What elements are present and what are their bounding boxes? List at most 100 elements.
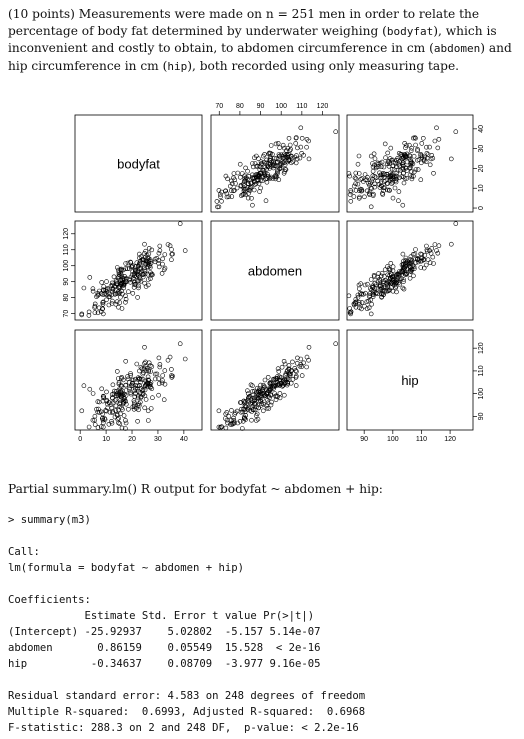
tick-label: 0	[78, 436, 82, 443]
scatter-point	[148, 272, 154, 278]
scatter-point	[250, 202, 255, 208]
scatter-point	[404, 176, 410, 181]
scatter-point	[430, 155, 436, 161]
scatter-point	[127, 277, 132, 283]
scatter-point	[272, 391, 278, 396]
intro-text: ) and hip circumference in cm (	[8, 41, 512, 73]
scatter-point	[277, 153, 282, 159]
scatter-point	[116, 269, 122, 275]
scatter-point	[270, 163, 276, 169]
scatter-point	[356, 299, 362, 305]
scatter-point	[260, 408, 266, 414]
scatter-point	[359, 306, 364, 312]
scatter-point	[388, 170, 393, 176]
scatter-point	[286, 377, 292, 382]
scatter-point	[420, 136, 426, 141]
tick-label: 100	[387, 436, 399, 443]
scatter-point	[403, 166, 409, 171]
scatter-point	[169, 257, 174, 263]
scatter-point	[140, 257, 146, 262]
scatter-point	[275, 141, 281, 146]
scatter-point	[96, 305, 102, 311]
scatter-point	[369, 301, 375, 307]
scatter-point	[347, 192, 353, 197]
scatter-point	[268, 143, 274, 148]
scatter-point	[117, 272, 123, 278]
scatter-point	[396, 272, 402, 278]
r-command: > summary(m3)	[8, 514, 91, 526]
scatter-point	[92, 417, 97, 423]
scatter-point	[108, 402, 114, 407]
scatter-point	[237, 161, 243, 167]
scatter-point	[272, 384, 278, 389]
scatter-point	[412, 251, 418, 257]
tick-label: 110	[478, 365, 485, 376]
scatter-point	[135, 402, 140, 408]
panel-frame	[74, 329, 203, 431]
scatter-point	[261, 172, 267, 177]
scatter-point	[128, 279, 133, 285]
scatter-point	[424, 151, 430, 156]
diagonal-label-hip: hip	[401, 373, 418, 388]
scatter-point	[94, 406, 99, 412]
scatter-point	[421, 265, 427, 271]
scatter-point	[448, 156, 454, 162]
scatter-point	[419, 153, 425, 159]
call-label: Call:	[8, 546, 40, 558]
scatter-point	[243, 186, 248, 192]
scatter-point	[399, 152, 404, 157]
scatter-point	[252, 407, 258, 413]
scatter-point	[427, 260, 433, 266]
tick-label: 30	[154, 436, 162, 443]
scatter-point	[146, 368, 151, 373]
call-formula: lm(formula = bodyfat ~ abdomen + hip)	[8, 562, 244, 574]
scatter-point	[127, 385, 132, 391]
scatter-point	[231, 171, 237, 176]
scatter-point	[431, 261, 436, 266]
scatter-point	[389, 274, 395, 280]
scatter-point	[407, 275, 413, 281]
scatter-point	[146, 418, 151, 423]
scatter-point	[404, 168, 410, 173]
scatter-point	[400, 156, 405, 161]
scatter-point	[124, 401, 129, 407]
scatter-point	[370, 176, 375, 182]
scatter-point	[86, 313, 92, 318]
scatter-point	[245, 388, 250, 394]
scatter-point	[346, 171, 352, 176]
scatter-point	[143, 368, 149, 373]
scatter-point	[95, 310, 101, 316]
scatter-point	[123, 261, 128, 266]
scatter-point	[162, 252, 168, 257]
scatter-point	[104, 292, 109, 298]
panel-frame	[346, 220, 474, 321]
scatter-point	[137, 403, 142, 408]
scatter-point	[116, 381, 122, 387]
panel-frame	[210, 220, 340, 321]
scatter-point	[99, 280, 104, 285]
scatter-point	[355, 181, 361, 187]
panel-frame	[346, 114, 474, 213]
scatter-point	[260, 387, 266, 392]
scatter-point	[301, 153, 306, 158]
panel-frame	[210, 329, 340, 431]
scatter-point	[145, 408, 151, 414]
scatter-point	[258, 402, 264, 408]
scatter-point	[123, 420, 129, 426]
scatter-point	[286, 158, 292, 163]
scatter-point	[389, 181, 395, 186]
scatter-point	[216, 188, 222, 193]
scatter-point	[225, 420, 230, 426]
scatter-point	[137, 266, 142, 272]
scatter-point	[226, 413, 232, 419]
scatter-point	[366, 305, 372, 311]
scatter-point	[79, 408, 85, 414]
scatter-point	[120, 291, 125, 297]
scatter-point	[415, 167, 421, 172]
scatter-point	[114, 299, 120, 305]
scatter-point	[415, 257, 420, 262]
scatter-point	[407, 172, 413, 178]
scatter-point	[133, 267, 138, 273]
scatter-point	[304, 354, 310, 360]
scatter-point	[169, 367, 174, 372]
